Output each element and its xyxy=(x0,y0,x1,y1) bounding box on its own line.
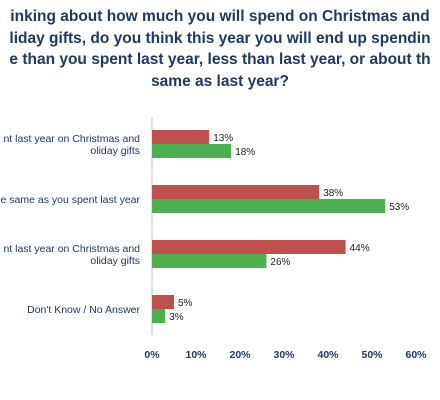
bar xyxy=(152,199,386,213)
title-line: liday gifts, do you think this year you … xyxy=(9,29,431,47)
bar xyxy=(152,240,346,254)
data-label: 5% xyxy=(178,298,193,309)
x-tick-label: 10% xyxy=(185,349,207,361)
data-label: 26% xyxy=(270,257,290,268)
bar xyxy=(152,254,267,268)
data-label: 3% xyxy=(169,312,184,323)
data-label: 44% xyxy=(350,243,370,254)
data-label: 13% xyxy=(213,133,233,144)
category-label: e same as you spent last year xyxy=(1,194,141,206)
data-label: 18% xyxy=(235,147,255,158)
category-label: nt last year on Christmas and xyxy=(3,243,140,255)
category-label: nt last year on Christmas and xyxy=(3,133,140,145)
title-line: same as last year? xyxy=(151,72,289,90)
bar xyxy=(152,144,232,158)
x-tick-label: 50% xyxy=(361,349,383,361)
x-tick-label: 0% xyxy=(144,349,160,361)
category-label: oliday gifts xyxy=(90,145,140,157)
x-tick-label: 60% xyxy=(405,349,427,361)
bar xyxy=(152,185,320,199)
title-line: e than you spent last year, less than la… xyxy=(9,51,431,68)
bar xyxy=(152,309,166,323)
data-label: 38% xyxy=(323,188,343,199)
x-tick-label: 30% xyxy=(273,349,295,361)
bar xyxy=(152,130,210,144)
category-label: oliday gifts xyxy=(90,255,140,267)
bar xyxy=(152,295,174,309)
data-label: 53% xyxy=(389,202,409,213)
title-line: inking about how much you will spend on … xyxy=(10,8,430,25)
x-tick-label: 20% xyxy=(229,349,251,361)
x-tick-label: 40% xyxy=(317,349,339,361)
chart-title: inking about how much you will spend on … xyxy=(0,6,440,92)
category-label: Don't Know / No Answer xyxy=(27,304,140,316)
